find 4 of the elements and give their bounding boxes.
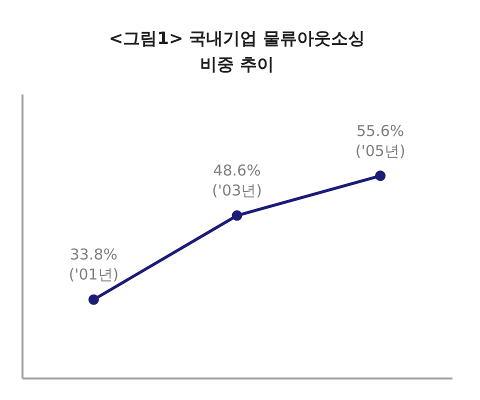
data-label: 33.8% ('01년) — [68, 246, 119, 284]
data-label: 48.6% ('03년) — [212, 162, 262, 200]
chart-title: <그림1> 국내기업 물류아웃소싱 비중 추이 — [108, 29, 366, 75]
data-label: 55.6% ('05년) — [355, 122, 406, 160]
